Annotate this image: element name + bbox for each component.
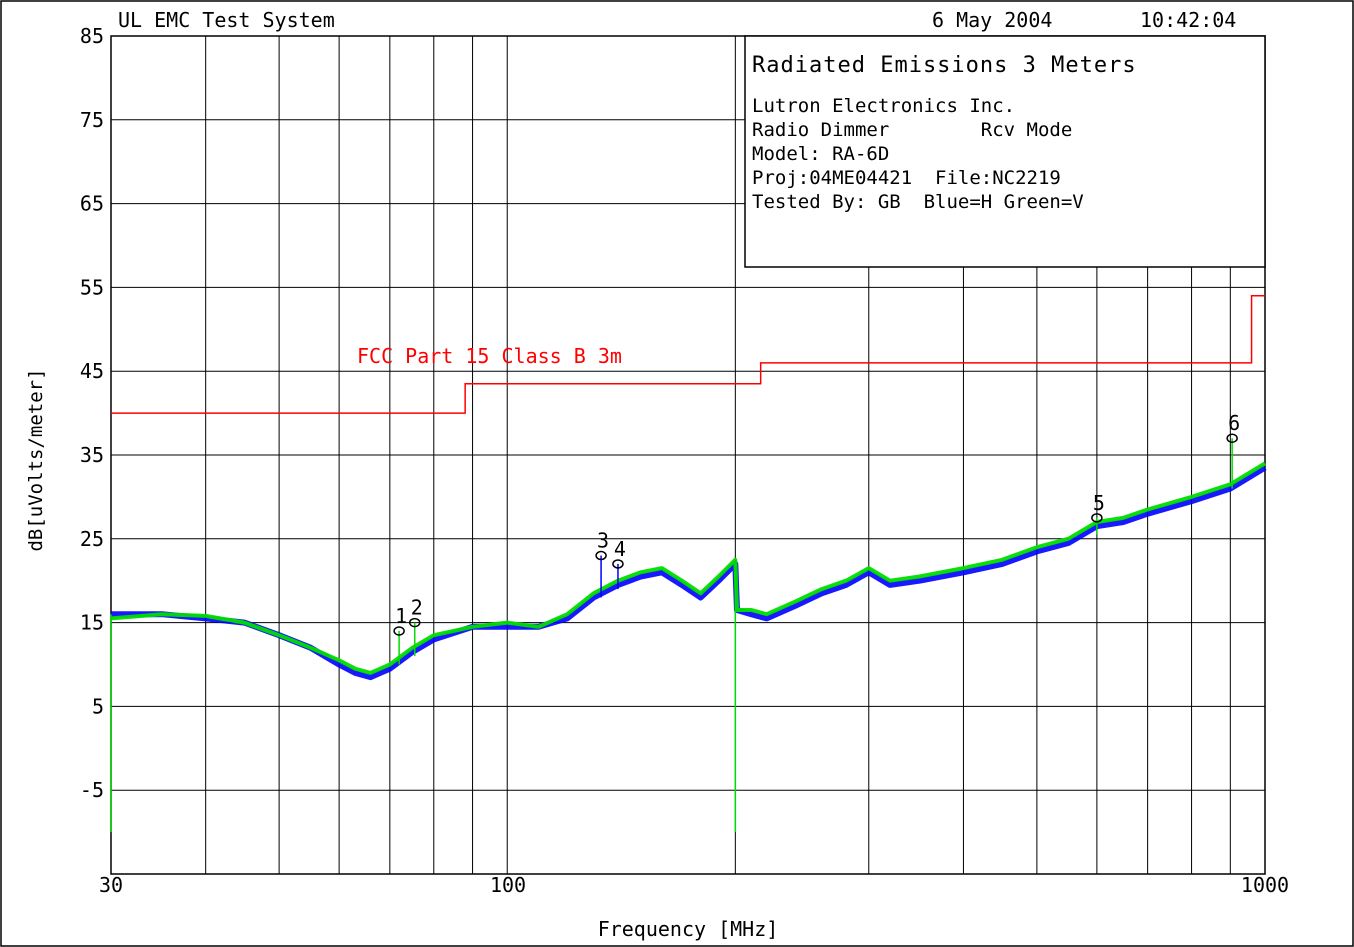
y-tick-label: 55 [80, 275, 104, 299]
info-line-product: Radio Dimmer Rcv Mode [752, 119, 1072, 141]
limit-line-label: FCC Part 15 Class B 3m [357, 344, 622, 368]
y-tick-label: 75 [80, 108, 104, 132]
info-box [744, 35, 1266, 268]
x-tick-label: 1000 [1241, 873, 1289, 897]
report-time: 10:42:04 [1140, 8, 1236, 32]
x-tick-label: 30 [99, 873, 123, 897]
info-line-tester: Tested By: GB Blue=H Green=V [752, 191, 1084, 213]
x-tick-label: 100 [490, 873, 526, 897]
y-tick-labels: 85 75 65 55 45 35 25 15 5 -5 [80, 24, 104, 802]
x-axis-title: Frequency [MHz] [598, 917, 779, 941]
y-axis-title: dB[uVolts/meter] [25, 368, 47, 551]
info-line-model: Model: RA-6D [752, 143, 889, 165]
fcc-limit-line-group [111, 295, 1265, 414]
peak-markers: 1 23 456 [393, 411, 1240, 636]
peak-marker-symbol [612, 559, 624, 569]
info-line-project: Proj:04ME04421 File:NC2219 [752, 167, 1061, 189]
y-tick-label: 15 [80, 611, 104, 635]
peak-marker-symbol [1226, 433, 1238, 443]
peak-marker-symbol [393, 626, 405, 636]
peak-marker-label: 5 [1093, 491, 1105, 515]
peak-marker-label: 4 [614, 537, 626, 561]
peak-marker-label: 2 [411, 596, 423, 620]
info-box-title: Radiated Emissions 3 Meters [752, 53, 1137, 78]
peak-marker-symbol [595, 550, 607, 561]
y-tick-label: 5 [92, 694, 104, 718]
trace-horizontal-blue [111, 465, 1267, 681]
y-tick-label: 85 [80, 24, 104, 48]
peak-marker-label: 3 [597, 529, 609, 553]
y-tick-label: 45 [80, 359, 104, 383]
peak-marker-label: 1 [395, 604, 407, 628]
peak-marker-symbol [408, 617, 421, 628]
system-title: UL EMC Test System [118, 8, 335, 32]
y-tick-label: 35 [80, 443, 104, 467]
info-line-company: Lutron Electronics Inc. [752, 95, 1015, 117]
peak-marker-symbol [1091, 513, 1103, 523]
report-date: 6 May 2004 [932, 8, 1052, 32]
peak-marker-label: 6 [1228, 411, 1240, 435]
fcc-limit-line [111, 295, 1265, 414]
y-tick-label: -5 [80, 778, 104, 802]
trace-vertical-green [110, 461, 1267, 675]
y-tick-label: 65 [80, 192, 104, 216]
y-tick-label: 25 [80, 527, 104, 551]
